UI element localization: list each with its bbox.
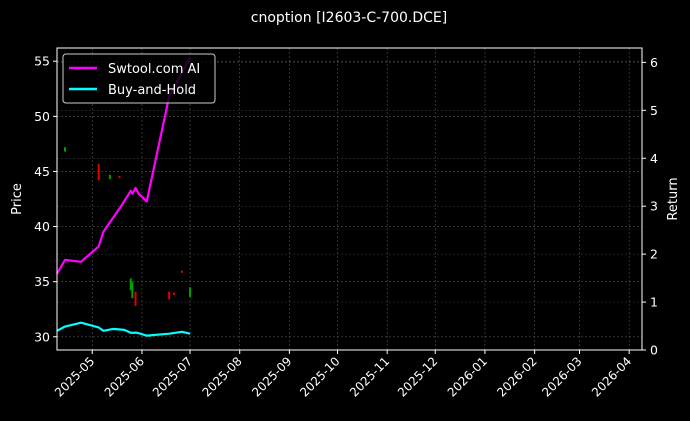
y2-axis-label: Return — [666, 177, 681, 220]
y-tick-label: 30 — [34, 329, 50, 344]
x-tick-label: 2025-08 — [199, 354, 244, 399]
y-axis-right: 0 1 2 3 4 5 6 — [642, 55, 658, 358]
series-line-buy-and-hold — [56, 321, 191, 337]
candle — [64, 147, 67, 152]
candle — [97, 163, 100, 181]
legend-box — [62, 53, 216, 104]
y2-tick-label: 0 — [650, 343, 658, 358]
y-axis-label: Price — [10, 183, 25, 215]
candles — [64, 147, 192, 306]
candle — [168, 291, 171, 300]
x-tick-label: 2025-06 — [102, 354, 147, 399]
series-lines — [56, 57, 191, 337]
y-tick-label: 55 — [34, 54, 50, 69]
x-tick-label: 2025-12 — [395, 354, 440, 399]
x-tick-label: 2025-09 — [249, 354, 294, 399]
x-tick-label: 2025-11 — [347, 354, 392, 399]
candle — [108, 174, 111, 180]
legend-label-swtool: Swtool.com AI — [108, 62, 200, 77]
y2-tick-label: 5 — [650, 103, 658, 118]
candle — [134, 291, 137, 306]
x-tick-label: 2026-03 — [539, 354, 584, 399]
y2-tick-label: 4 — [650, 151, 658, 166]
y2-tick-label: 2 — [650, 247, 658, 262]
y-tick-label: 35 — [34, 274, 50, 289]
x-axis: 2025-05 2025-06 2025-07 2025-08 2025-09 2025-… — [52, 350, 634, 400]
x-tick-label: 2025-10 — [297, 354, 342, 399]
y-axis-left: 30 35 40 45 50 55 — [34, 54, 57, 344]
x-tick-label: 2026-04 — [589, 354, 634, 399]
x-tick-label: 2025-05 — [52, 354, 97, 399]
candle — [129, 278, 132, 291]
y2-tick-label: 3 — [650, 199, 658, 214]
legend: Swtool.com AI Buy-and-Hold — [62, 53, 216, 104]
candle — [181, 270, 184, 273]
y2-tick-label: 1 — [650, 295, 658, 310]
plot-frame — [56, 47, 643, 351]
candle — [189, 287, 192, 298]
chart-title: cnoption [I2603-C-700.DCE] — [251, 10, 447, 26]
y-tick-label: 50 — [34, 109, 50, 124]
y2-tick-label: 6 — [650, 55, 658, 70]
candle — [118, 175, 121, 179]
y-tick-label: 45 — [34, 164, 50, 179]
x-tick-label: 2026-01 — [445, 354, 490, 399]
x-tick-label: 2026-02 — [494, 354, 539, 399]
legend-label-buy-hold: Buy-and-Hold — [108, 83, 196, 98]
candle — [131, 281, 134, 299]
y-tick-label: 40 — [34, 219, 50, 234]
x-tick-label: 2025-07 — [150, 354, 195, 399]
candle — [173, 292, 175, 295]
